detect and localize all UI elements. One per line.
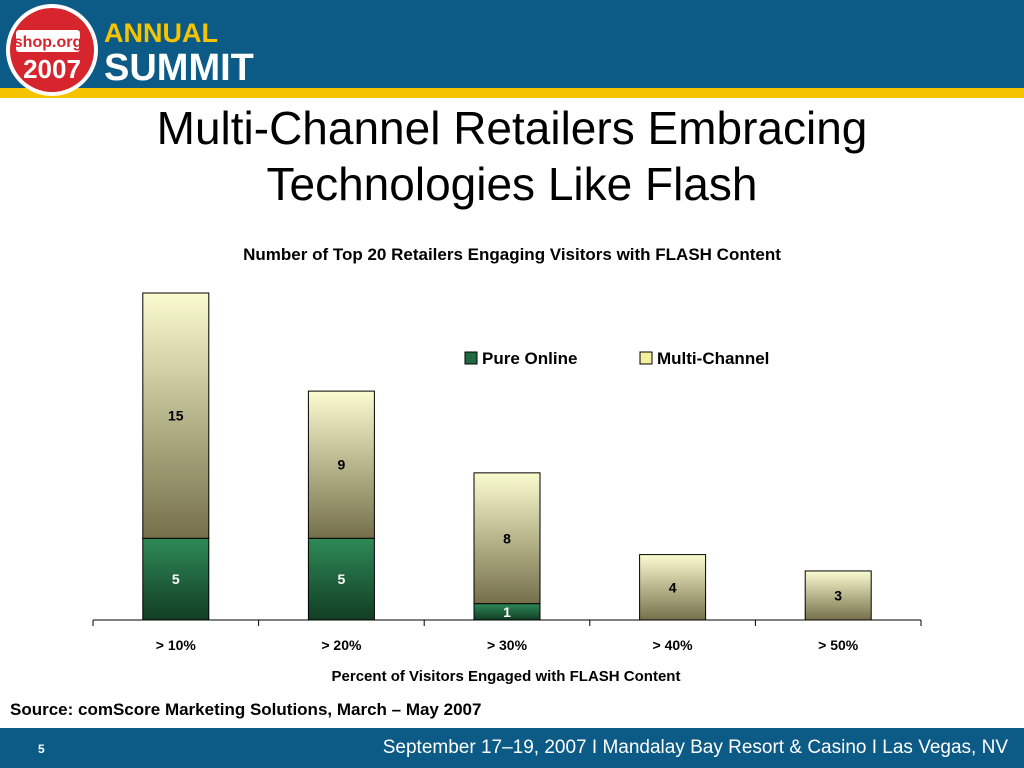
bar-chart: Number of Top 20 Retailers Engaging Visi… <box>92 245 922 685</box>
slide-title-line2: Technologies Like Flash <box>266 158 758 210</box>
legend-swatch-1 <box>639 351 653 365</box>
bar-pure-online-1 <box>307 537 375 621</box>
source-note: Source: comScore Marketing Solutions, Ma… <box>10 700 482 719</box>
legend-label-1: Multi-Channel <box>657 349 769 368</box>
logo-badge-text: shop.org <box>14 34 82 51</box>
data-label-0-0: 5 <box>172 571 180 587</box>
x-tick-label-4: > 50% <box>818 637 859 653</box>
bars-group: 5 15 5 9 1 8 4 3 <box>142 292 872 621</box>
bar-multi-channel-1 <box>307 390 375 539</box>
x-tick-label-2: > 30% <box>487 637 528 653</box>
logo-line2: SUMMIT <box>104 47 254 89</box>
chart-title: Number of Top 20 Retailers Engaging Visi… <box>243 245 781 264</box>
slide-title-line1: Multi-Channel Retailers Embracing <box>156 102 868 154</box>
data-label-1-2: 8 <box>503 530 511 546</box>
logo-year: 2007 <box>23 54 81 84</box>
data-label-0-1: 5 <box>338 571 346 587</box>
data-label-0-2: 1 <box>503 604 511 620</box>
bar-multi-channel-3 <box>639 554 707 621</box>
bar-multi-channel-2 <box>473 472 541 605</box>
slide-title: Multi-Channel Retailers Embracing Techno… <box>0 100 1024 212</box>
x-tick-label-0: > 10% <box>156 637 197 653</box>
logo-line1: ANNUAL <box>104 18 218 48</box>
x-tick-label-1: > 20% <box>321 637 362 653</box>
legend-swatch-0 <box>464 351 478 365</box>
x-tick-label-3: > 40% <box>653 637 694 653</box>
x-axis: > 10% > 20% > 30% > 40% > 50% <box>92 619 922 653</box>
x-axis-label: Percent of Visitors Engaged with FLASH C… <box>332 668 681 685</box>
legend: Pure Online Multi-Channel <box>464 349 769 368</box>
summit-logo: shop.org 2007 ANNUAL SUMMIT <box>6 4 254 96</box>
header-stripe <box>0 88 1024 98</box>
data-label-1-3: 4 <box>669 579 677 595</box>
data-label-1-4: 3 <box>834 587 842 603</box>
event-info: September 17–19, 2007 I Mandalay Bay Res… <box>382 737 1008 758</box>
page-number: 5 <box>38 742 45 756</box>
bar-multi-channel-0 <box>142 292 210 539</box>
header-band <box>0 0 1024 88</box>
footer-band <box>0 728 1024 768</box>
bar-multi-channel-4 <box>804 570 872 621</box>
data-label-1-1: 9 <box>338 457 346 473</box>
data-label-1-0: 15 <box>168 408 184 424</box>
legend-label-0: Pure Online <box>482 349 577 368</box>
